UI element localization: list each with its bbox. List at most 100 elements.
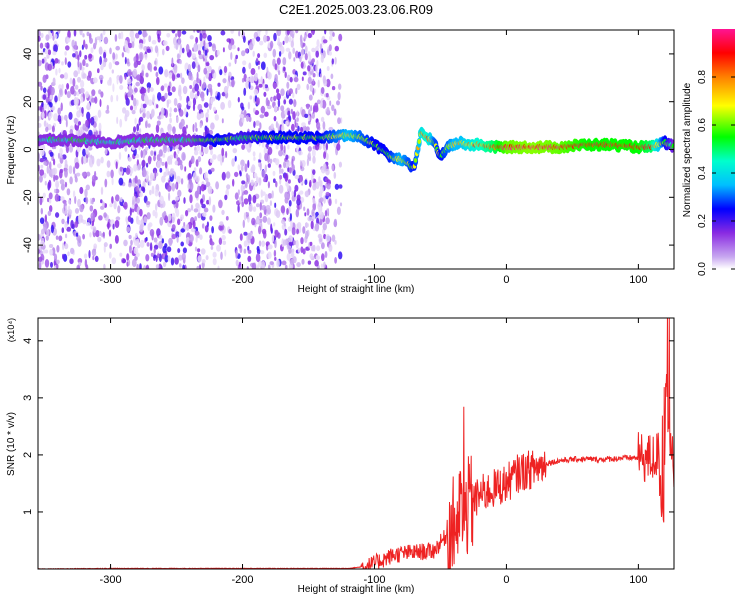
noise-mark xyxy=(256,36,261,42)
noise-mark xyxy=(219,221,224,226)
noise-mark xyxy=(243,185,246,190)
noise-mark xyxy=(176,73,181,78)
noise-mark xyxy=(221,118,224,124)
noise-mark xyxy=(261,191,266,197)
noise-mark xyxy=(129,207,132,217)
noise-mark xyxy=(263,52,268,58)
noise-mark xyxy=(61,218,65,225)
noise-mark xyxy=(167,184,172,192)
noise-mark xyxy=(253,172,258,179)
noise-mark xyxy=(307,115,311,123)
noise-mark xyxy=(187,64,192,72)
noise-mark xyxy=(255,203,260,208)
noise-mark xyxy=(145,237,148,242)
noise-mark xyxy=(179,263,182,268)
noise-mark xyxy=(173,36,177,46)
colorbar-tick-label: 0.8 xyxy=(697,70,708,84)
noise-mark xyxy=(145,146,149,151)
noise-mark xyxy=(230,76,235,81)
noise-mark xyxy=(69,258,74,265)
noise-mark xyxy=(280,205,286,214)
noise-mark xyxy=(267,104,272,110)
noise-mark xyxy=(128,234,132,240)
noise-mark xyxy=(86,111,91,121)
noise-mark xyxy=(326,66,330,71)
noise-mark xyxy=(103,57,108,63)
noise-mark xyxy=(278,51,282,57)
noise-mark xyxy=(57,114,62,123)
noise-mark xyxy=(147,123,151,128)
noise-mark xyxy=(220,251,223,260)
noise-mark xyxy=(196,71,199,81)
noise-mark xyxy=(119,252,123,257)
noise-mark xyxy=(124,45,129,53)
noise-mark xyxy=(206,221,209,228)
noise-mark xyxy=(287,110,291,116)
noise-mark xyxy=(260,61,266,70)
noise-mark xyxy=(336,143,341,151)
noise-mark xyxy=(167,85,171,94)
noise-mark xyxy=(264,193,269,203)
noise-mark xyxy=(248,62,252,70)
noise-mark xyxy=(149,189,152,196)
noise-mark xyxy=(279,168,284,173)
noise-mark xyxy=(171,224,176,231)
y-tick-label: 2 xyxy=(22,452,34,458)
noise-mark xyxy=(241,193,244,202)
noise-mark xyxy=(102,201,105,208)
noise-mark xyxy=(53,158,56,166)
noise-mark xyxy=(234,155,237,162)
noise-mark xyxy=(243,231,248,236)
noise-mark xyxy=(200,40,204,48)
x-tick-label: 0 xyxy=(503,574,509,586)
noise-mark xyxy=(189,35,194,40)
x-tick-label: -100 xyxy=(363,574,385,586)
noise-mark xyxy=(325,217,330,225)
noise-mark xyxy=(75,232,79,237)
noise-mark xyxy=(169,181,172,186)
noise-mark xyxy=(79,204,84,213)
noise-mark xyxy=(177,37,182,45)
noise-mark xyxy=(96,36,101,41)
noise-mark xyxy=(286,252,291,261)
noise-mark xyxy=(230,30,235,34)
noise-mark xyxy=(323,233,327,240)
noise-mark xyxy=(158,66,164,75)
noise-mark xyxy=(306,158,309,167)
noise-mark xyxy=(253,156,256,161)
noise-mark xyxy=(91,220,95,227)
noise-mark xyxy=(334,183,340,190)
noise-mark xyxy=(275,145,279,150)
noise-mark xyxy=(60,196,65,201)
noise-mark xyxy=(77,54,80,61)
noise-mark xyxy=(258,240,262,247)
noise-mark xyxy=(124,73,127,80)
noise-mark xyxy=(87,118,92,123)
noise-mark xyxy=(196,78,201,84)
noise-mark xyxy=(69,129,74,135)
noise-mark xyxy=(124,56,127,65)
noise-mark xyxy=(304,179,308,186)
noise-mark xyxy=(192,97,197,106)
noise-mark xyxy=(304,52,308,61)
noise-mark xyxy=(307,216,313,222)
noise-mark xyxy=(281,260,287,266)
noise-mark xyxy=(242,60,247,66)
noise-mark xyxy=(145,120,148,129)
noise-mark xyxy=(65,233,68,239)
noise-mark xyxy=(328,51,332,56)
noise-mark xyxy=(199,264,201,269)
noise-mark xyxy=(115,194,120,202)
noise-mark xyxy=(274,202,277,208)
noise-mark xyxy=(112,83,115,92)
noise-mark xyxy=(200,184,206,192)
noise-mark xyxy=(288,36,292,43)
noise-mark xyxy=(64,88,68,95)
noise-mark xyxy=(154,170,157,179)
noise-mark xyxy=(74,208,80,214)
noise-mark xyxy=(99,56,102,65)
noise-mark xyxy=(251,262,257,269)
noise-mark xyxy=(278,150,283,157)
noise-mark xyxy=(103,36,109,45)
noise-mark xyxy=(86,31,90,37)
